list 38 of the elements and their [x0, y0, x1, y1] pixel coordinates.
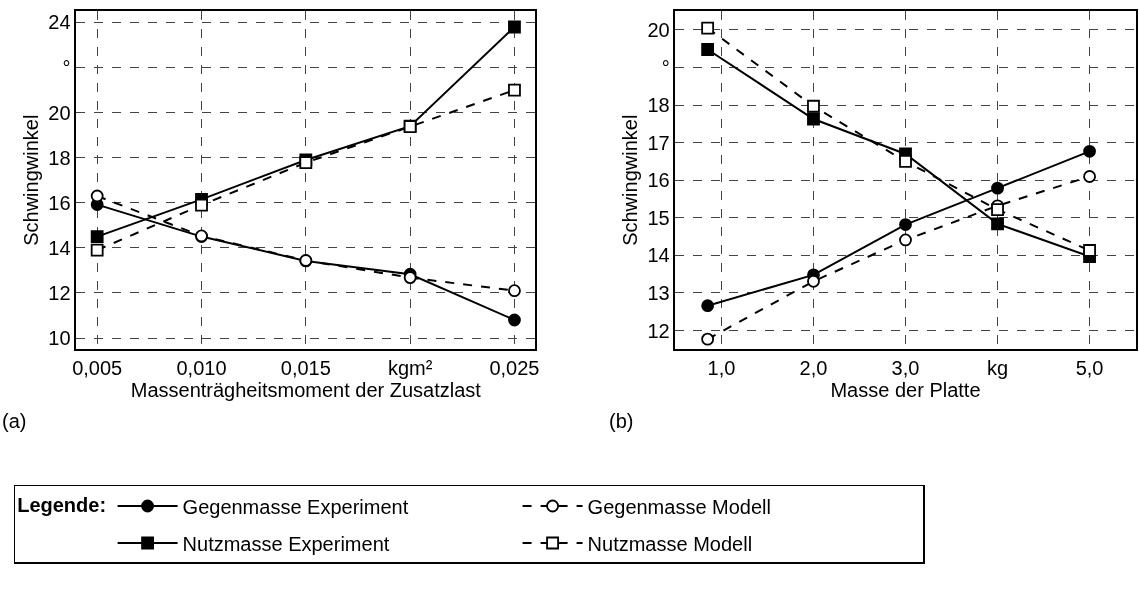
legend-title: Legende:: [17, 494, 107, 517]
x-axis-title: Masse der Platte: [830, 379, 981, 402]
y-tick-label: 16: [647, 169, 670, 192]
y-tick-label: 12: [647, 319, 670, 342]
x-tick-label: 0,015: [280, 357, 331, 380]
y-axis-title: Schwingwinkel: [619, 114, 642, 246]
x-tick-label: 5,0: [1075, 357, 1104, 380]
y-tick-label: 17: [647, 131, 670, 154]
y-tick-label: 18: [647, 94, 670, 117]
y-tick-label: 14: [647, 244, 670, 267]
x-tick-label: 0,005: [72, 357, 123, 380]
y-tick-label: 15: [647, 206, 670, 229]
x-tick-label: 0,025: [489, 357, 540, 380]
x-axis-title: Massenträgheitsmoment der Zusatzlast: [130, 379, 482, 402]
x-tick-label: 0,010: [176, 357, 227, 380]
text: (a): [2, 410, 27, 432]
y-tick-label: 13: [647, 281, 670, 304]
y-tick-label: 10: [48, 327, 71, 350]
x-tick-label: kg: [986, 357, 1009, 380]
y-tick-label: °: [62, 56, 71, 79]
legend-label: Gegenmasse Experiment: [182, 495, 409, 518]
y-tick-label: 12: [48, 281, 71, 304]
legend-label: Nutzmasse Experiment: [182, 532, 390, 555]
y-tick-label: 16: [48, 191, 71, 214]
x-tick-label: 3,0: [891, 357, 920, 380]
text: (b): [609, 410, 634, 432]
y-tick-label: 24: [48, 11, 71, 34]
legend-label: Gegenmasse Modell: [587, 495, 772, 518]
y-tick-label: 20: [48, 101, 71, 124]
y-axis-title: Schwingwinkel: [20, 114, 43, 246]
y-tick-label: 20: [647, 18, 670, 41]
x-tick-label: 1,0: [707, 357, 736, 380]
y-tick-label: 18: [48, 146, 71, 169]
y-tick-label: °: [661, 56, 670, 79]
legend-label: Nutzmasse Modell: [587, 532, 753, 555]
x-tick-label: 2,0: [799, 357, 828, 380]
y-tick-label: 14: [48, 236, 71, 259]
x-tick-label: kgm²: [387, 357, 433, 380]
